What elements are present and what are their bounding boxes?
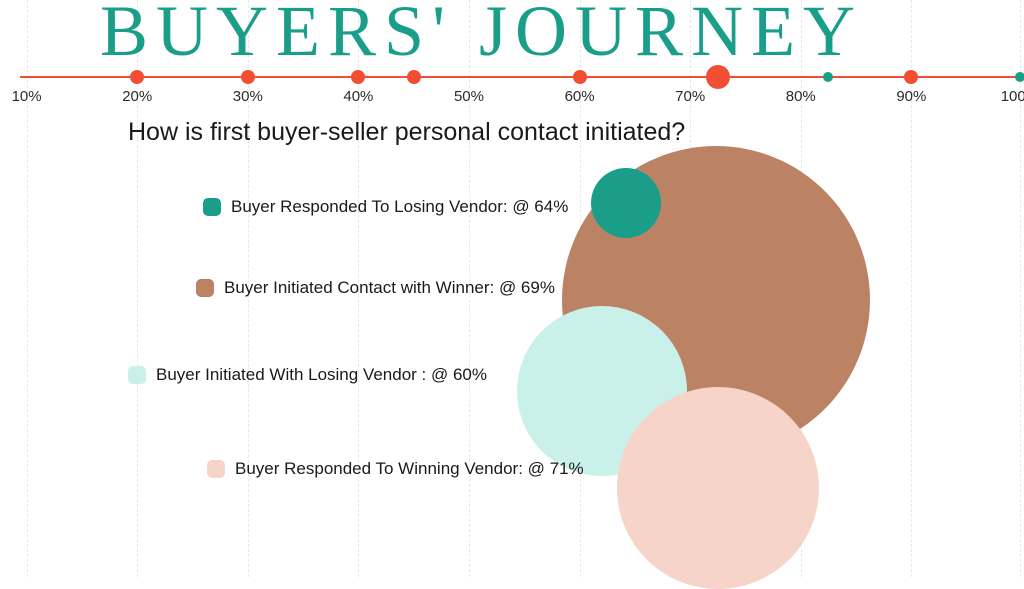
legend-row: Buyer Responded To Winning Vendor: @ 71% <box>207 459 584 479</box>
bubble-winning-responded <box>617 387 819 589</box>
timeline-dot <box>407 70 421 84</box>
legend-swatch <box>207 460 225 478</box>
legend-row: Buyer Initiated With Losing Vendor : @ 6… <box>128 365 487 385</box>
legend-swatch <box>128 366 146 384</box>
legend-swatch <box>203 198 221 216</box>
timeline-dot <box>241 70 255 84</box>
timeline-dot <box>1015 72 1024 82</box>
timeline-dot <box>706 65 730 89</box>
timeline-dot <box>823 72 833 82</box>
tick-label: 50% <box>454 88 484 105</box>
tick-label: 30% <box>233 88 263 105</box>
timeline-dot <box>904 70 918 84</box>
chart-question: How is first buyer-seller personal conta… <box>128 118 685 147</box>
legend-swatch <box>196 279 214 297</box>
tick-label: 10% <box>12 88 42 105</box>
legend-label: Buyer Initiated Contact with Winner: @ 6… <box>224 278 555 298</box>
page-title: BUYERS' JOURNEY <box>100 0 863 73</box>
bubble-losing-responded <box>591 168 661 238</box>
tick-label: 70% <box>675 88 705 105</box>
tick-label: 100% <box>1001 88 1024 105</box>
tick-label: 90% <box>896 88 926 105</box>
timeline-line <box>20 76 1020 78</box>
tick-label: 60% <box>565 88 595 105</box>
legend-row: Buyer Responded To Losing Vendor: @ 64% <box>203 197 568 217</box>
legend-label: Buyer Responded To Losing Vendor: @ 64% <box>231 197 568 217</box>
timeline-dot <box>573 70 587 84</box>
timeline-dot <box>130 70 144 84</box>
legend-row: Buyer Initiated Contact with Winner: @ 6… <box>196 278 555 298</box>
tick-label: 80% <box>786 88 816 105</box>
tick-label: 40% <box>343 88 373 105</box>
legend-label: Buyer Initiated With Losing Vendor : @ 6… <box>156 365 487 385</box>
timeline: 10%20%30%40%50%60%70%80%90%100% <box>0 68 1024 98</box>
legend-label: Buyer Responded To Winning Vendor: @ 71% <box>235 459 584 479</box>
tick-label: 20% <box>122 88 152 105</box>
timeline-dot <box>351 70 365 84</box>
